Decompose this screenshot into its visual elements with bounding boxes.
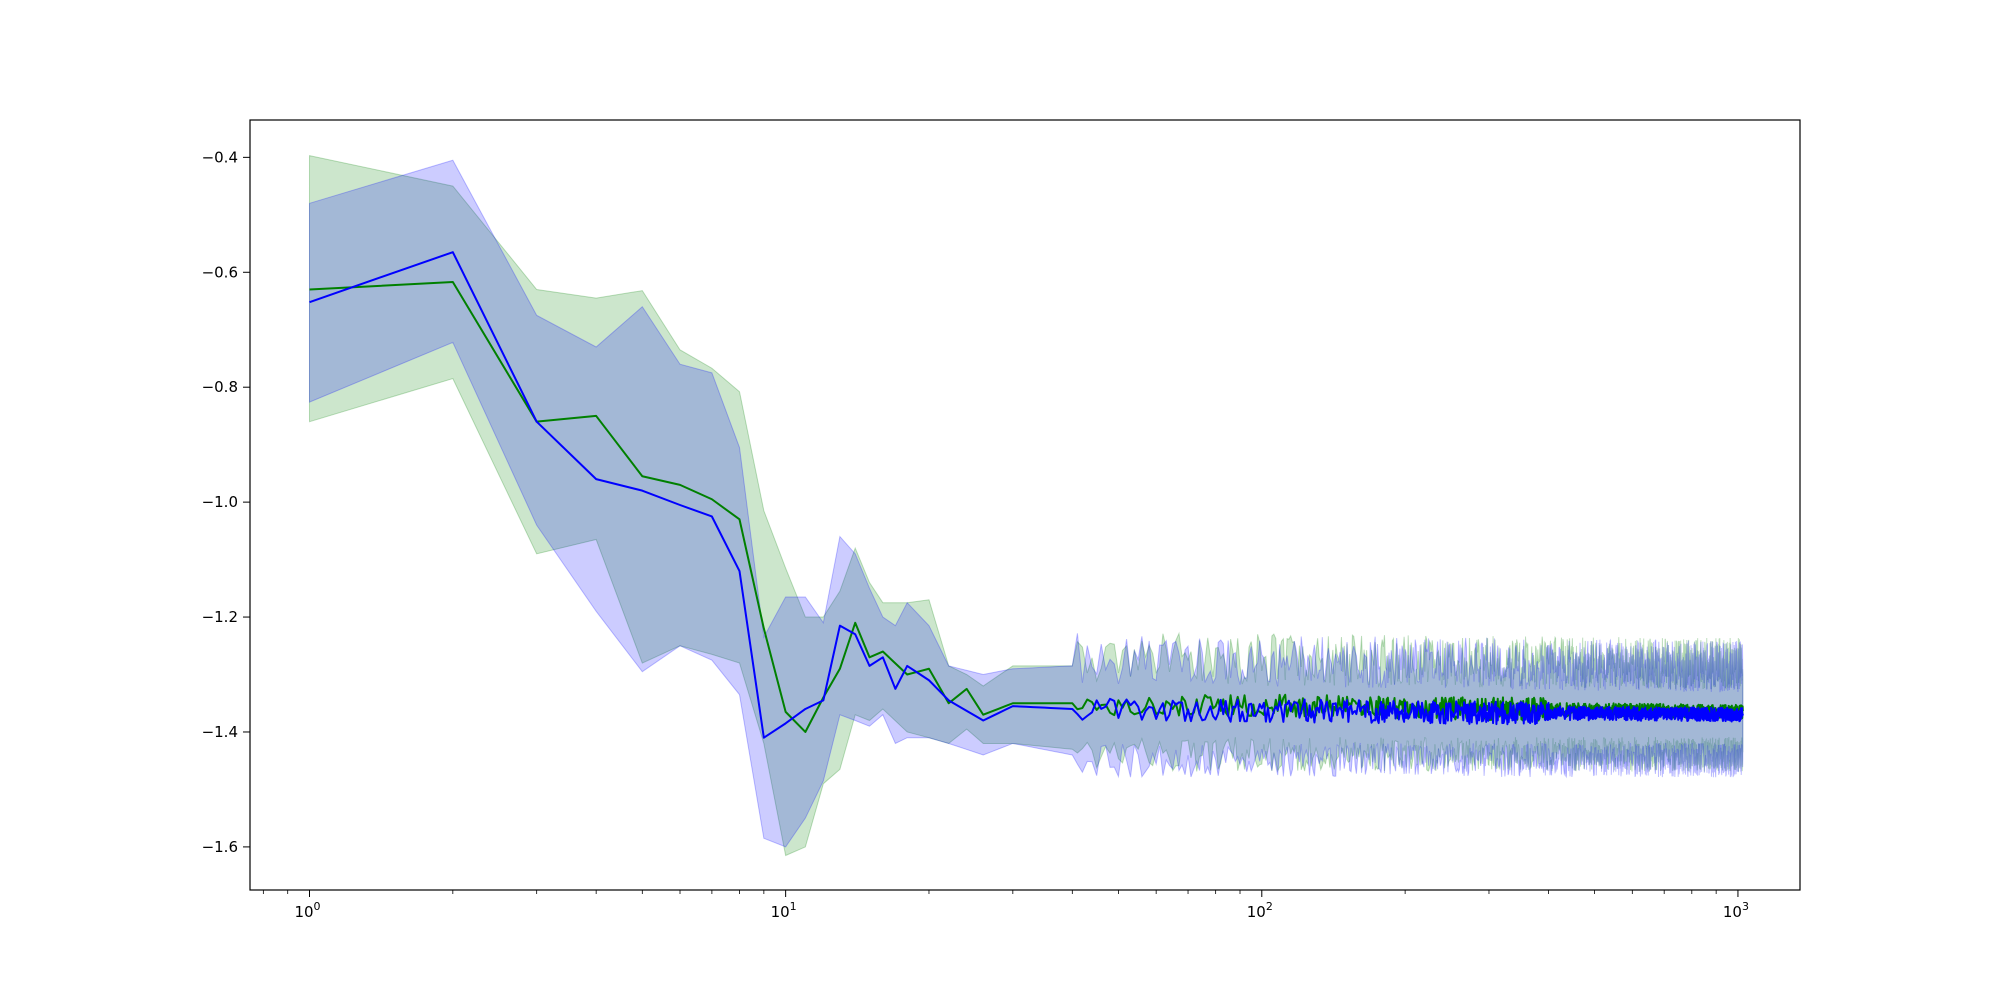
y-axis: −0.4 −0.6 −0.8 −1.0 −1.2 −1.4 −1.6 xyxy=(202,148,250,856)
y-tick-label: −1.6 xyxy=(202,838,238,856)
x-tick-label: 101 xyxy=(771,900,797,921)
y-tick-label: −0.6 xyxy=(202,263,238,281)
x-axis: 100 101 102 103 xyxy=(262,890,1749,921)
band-series-1 xyxy=(308,155,1744,857)
confidence-bands xyxy=(308,155,1744,857)
line-series-2 xyxy=(309,251,1744,739)
band-series-2 xyxy=(308,159,1744,848)
y-tick-label: −1.4 xyxy=(202,723,238,741)
series-lines xyxy=(309,251,1744,739)
x-tick-label: 103 xyxy=(1723,900,1749,921)
y-tick-label: −1.0 xyxy=(202,493,238,511)
y-tick-label: −1.2 xyxy=(202,608,238,626)
x-tick-label: 100 xyxy=(294,900,320,921)
y-tick-label: −0.4 xyxy=(202,148,238,166)
y-tick-label: −0.8 xyxy=(202,378,238,396)
plot-area-frame xyxy=(249,119,1801,891)
x-tick-label: 102 xyxy=(1247,900,1273,921)
